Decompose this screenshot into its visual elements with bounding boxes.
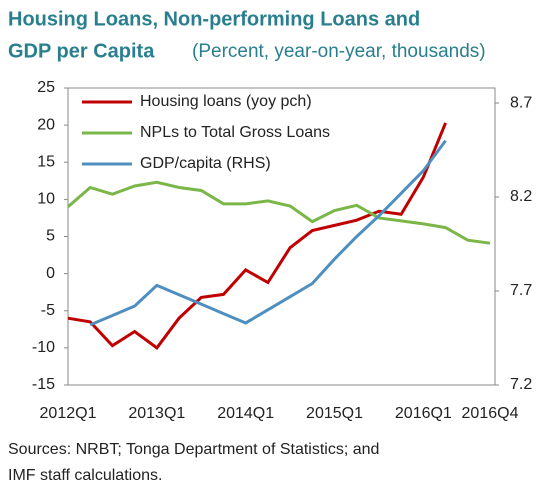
source-note: Sources: NRBT; Tonga Department of Stati… bbox=[8, 441, 379, 458]
y-tick-label: -15 bbox=[32, 376, 55, 393]
y-tick-label: 10 bbox=[37, 191, 55, 208]
y-tick-label: 0 bbox=[46, 265, 55, 282]
x-tick-label: 2016Q1 bbox=[395, 405, 452, 422]
y2-tick-label: 8.2 bbox=[510, 188, 532, 205]
source-note: IMF staff calculations. bbox=[8, 467, 162, 484]
legend-label: Housing loans (yoy pch) bbox=[140, 93, 312, 110]
y-tick-label: 5 bbox=[46, 228, 55, 245]
legend-label: GDP/capita (RHS) bbox=[140, 155, 271, 172]
legend-label: NPLs to Total Gross Loans bbox=[140, 124, 330, 141]
y-tick-label: 15 bbox=[37, 153, 55, 170]
y-tick-label: 20 bbox=[37, 116, 55, 133]
chart-title: GDP per Capita bbox=[8, 40, 155, 62]
chart-title: Housing Loans, Non-performing Loans and bbox=[8, 8, 420, 30]
x-tick-label: 2013Q1 bbox=[128, 405, 185, 422]
x-tick-label: 2012Q1 bbox=[40, 405, 97, 422]
y-tick-label: -5 bbox=[41, 302, 55, 319]
y2-tick-label: 7.7 bbox=[510, 282, 532, 299]
x-tick-label: 2015Q1 bbox=[306, 405, 363, 422]
y-tick-label: 25 bbox=[37, 79, 55, 96]
y2-tick-label: 7.2 bbox=[510, 376, 532, 393]
chart-subtitle: (Percent, year-on-year, thousands) bbox=[192, 41, 486, 62]
y2-tick-label: 8.7 bbox=[510, 94, 532, 111]
series-line bbox=[67, 180, 491, 245]
x-tick-label: 2014Q1 bbox=[217, 405, 274, 422]
series-line bbox=[89, 139, 447, 327]
y-tick-label: -10 bbox=[32, 339, 55, 356]
x-tick-label: 2016Q4 bbox=[462, 405, 519, 422]
